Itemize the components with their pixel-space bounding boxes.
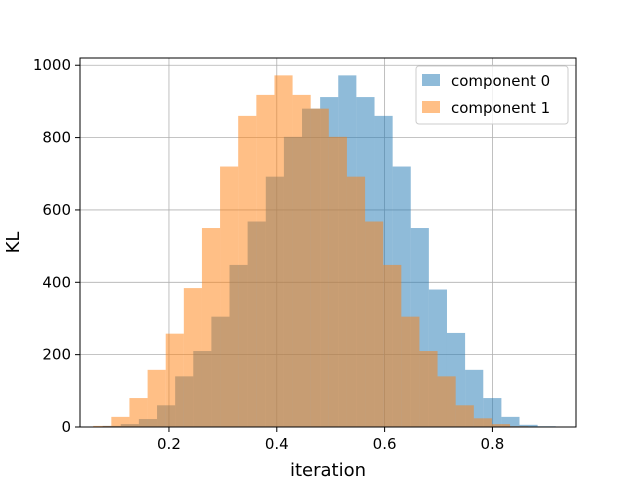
y-axis-label: KL <box>3 232 24 254</box>
histogram-bar <box>365 221 384 427</box>
histogram-bar <box>274 75 293 427</box>
histogram-bar <box>256 94 275 428</box>
histogram-bar <box>292 94 311 428</box>
histogram-bar <box>93 425 112 427</box>
histogram-bar <box>201 228 221 427</box>
histogram-bar <box>328 136 347 428</box>
legend: component 0 component 1 <box>415 65 569 125</box>
x-tick-label: 0.2 <box>157 435 181 453</box>
histogram-bar <box>111 416 130 427</box>
y-tick-label: 400 <box>42 273 71 291</box>
histogram-bar <box>238 115 257 427</box>
histogram-bar <box>519 424 538 427</box>
histogram-bar <box>346 176 366 427</box>
legend-swatch <box>422 101 440 113</box>
plot-frame <box>79 57 577 428</box>
histogram-bar <box>183 288 202 427</box>
histogram-bars <box>93 75 556 428</box>
legend-box <box>415 65 569 125</box>
histogram-bar <box>129 398 148 427</box>
y-tick-label: 1000 <box>33 56 71 74</box>
histogram-bar <box>383 264 402 427</box>
x-tick-label: 0.6 <box>373 435 397 453</box>
x-axis-label: iteration <box>290 460 366 480</box>
histogram-bar <box>473 418 492 427</box>
histogram-bar <box>310 108 329 427</box>
histogram-bar <box>437 376 456 427</box>
y-tick-label: 800 <box>42 129 71 147</box>
x-tick-label: 0.8 <box>481 435 505 453</box>
y-tick-label: 200 <box>42 346 71 364</box>
histogram-bar <box>455 405 474 427</box>
axis-ticks: 0.2 0.4 0.6 0.8 0 200 400 600 800 1000 <box>33 56 505 453</box>
series-1-bars <box>93 75 547 428</box>
legend-swatch <box>422 74 440 86</box>
legend-entry-label: component 0 <box>451 72 550 90</box>
x-tick-label: 0.4 <box>265 435 289 453</box>
histogram-bar <box>220 166 239 427</box>
histogram-bar <box>147 369 166 427</box>
histogram-bar <box>419 351 438 427</box>
histogram-bar <box>501 416 520 427</box>
histogram-bar <box>401 316 420 427</box>
histogram-bar <box>491 424 511 427</box>
y-tick-label: 600 <box>42 201 71 219</box>
y-tick-label: 0 <box>61 418 71 436</box>
histogram-bar <box>165 333 184 427</box>
legend-entry-label: component 1 <box>451 99 550 117</box>
